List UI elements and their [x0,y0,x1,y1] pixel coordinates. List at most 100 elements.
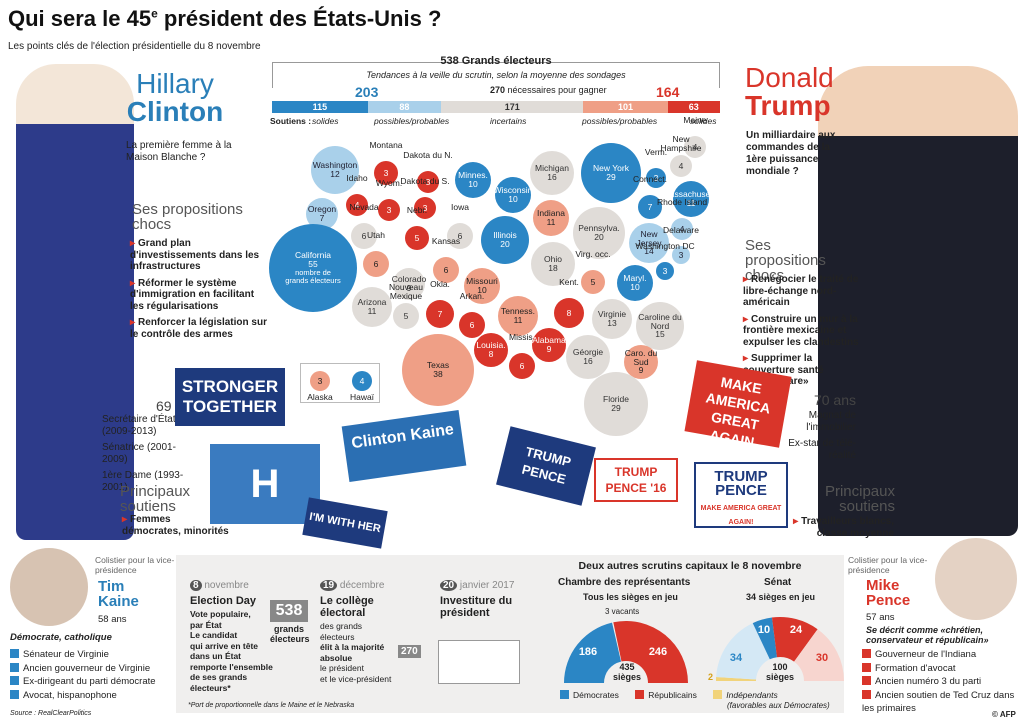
clinton-support: Femmes démocrates, minorités [122,514,232,537]
state-bubble: 4 [352,371,372,391]
clinton-photo [16,64,134,540]
state-bubble: 7 [638,195,662,219]
state-name: Colorado [391,274,427,285]
house-chart: 186 246 [564,621,688,683]
state-value: 10 [468,179,478,189]
state-bubble: 6 [433,257,459,283]
alaska-hawaii-box [300,363,380,403]
state-value: 4 [354,199,360,210]
house-dem-arc [564,622,622,683]
state-extra: nombre de grands électeurs [285,268,341,285]
state-label: Kansas [431,236,461,246]
clinton-props-title: Ses propositions chocs [132,201,243,233]
state-bubble: 6 [363,251,389,277]
state-label: Nouveau Mexique [388,282,424,301]
kaine-photo [10,548,88,626]
state-bubble: Géorgie 16 [566,335,610,379]
afp-credit: © AFP [992,710,1016,719]
state-value: 5 [414,232,420,243]
state-bubble: 6 [351,223,377,249]
kaine-desc: Démocrate, catholique [10,632,112,643]
state-label: Arkan. [459,291,485,301]
state-value: 6 [443,264,449,275]
state-label: Hawaï [349,392,375,402]
state-value: 6 [469,319,475,330]
state-value: 3 [662,265,668,276]
state-value: 5 [403,310,409,321]
state-bubble: Ohio 18 [531,242,575,286]
senate-dem-in: 10 [758,624,770,636]
state-name: Géorgie [572,347,604,358]
state-bubble: 4 [346,194,368,216]
state-bubble: Massachusetts 11 [663,181,719,217]
state-bubble: Indiana 11 [533,200,569,236]
electors-subtitle: Tendances à la veille du scrutin, selon … [366,70,626,80]
senate-arc [716,623,770,680]
senate-arc [716,676,757,681]
trump-name: Donald Trump [745,62,834,121]
clinton-total: 203 [355,84,379,100]
state-value: 9 [406,283,412,293]
state-bubble: Minnes. 10 [455,162,491,198]
state-value: 12 [330,169,340,179]
state-bubble: Caroline du Nord 15 [636,302,684,350]
state-bubble: Alabama 9 [532,328,566,362]
state-bubble: 6 [459,312,485,338]
electors-title: 538 Grands électeurs [440,55,552,67]
state-name: Pennsylva. [578,223,620,234]
clinton-tagline: La première femme à la Maison Blanche ? [126,140,232,163]
state-name: Washington [312,160,358,171]
state-label: Rhode Island [656,197,708,207]
sign-hillary-logo: H [210,444,320,524]
state-label: Utah [367,230,385,240]
state-bubble: 3 [646,168,666,188]
state-label: Maine [683,115,707,125]
state-name: Louisia. [476,340,506,351]
state-label: Montana [369,140,403,150]
pence-list: Gouverneur de l'Indiana Formation d'avoc… [862,649,1015,714]
state-bubble: 3 [310,371,330,391]
state-value: 16 [583,356,593,366]
state-bubble: 4 [671,218,693,240]
state-label: Verm. [644,147,668,157]
clinton-name: Hillary Clinton [126,68,224,127]
state-bubble: Louisia. 8 [474,333,508,367]
state-label: Virg. occ. [575,249,611,259]
state-value: 3 [383,167,389,178]
state-name: Caroline du Nord [638,311,682,331]
sign-stronger-together: STRONGER TOGETHER [175,368,285,426]
senate-chart: 34 10 24 30 [716,617,844,681]
state-label: Okla. [430,279,450,289]
state-bubble: 5 [405,226,429,250]
state-value: 9 [546,344,552,354]
state-value: 10 [630,282,640,292]
state-value: 11 [513,315,523,325]
sign-clinton-kaine: Clinton Kaine [341,410,467,482]
state-name: Oregon [307,204,337,215]
state-value: 6 [361,230,367,241]
timeline-step-1: 8 novembre Election Day Vote populaire, p… [190,580,273,693]
senate-total: 100 sièges [765,662,795,682]
sign-trump-pence-1: TRUMP PENCE [496,426,596,506]
state-name: Indiana [537,208,565,219]
state-value: 14 [644,246,654,257]
state-value: 10 [477,285,487,295]
needed-value: 270 nécessaires pour gagner [490,85,607,95]
sign-trump-pence-16: TRUMP PENCE '16 [594,458,678,502]
state-label: Alaska [307,392,333,402]
trump-tagline: Un milliardaire aux commandes de la 1ère… [746,130,836,177]
electors-frame [272,62,720,88]
state-bubble: 3 [672,246,690,264]
senate-rep-in: 24 [790,624,803,636]
state-label: Iowa [451,202,469,212]
state-label: Missis. [509,332,535,342]
timeline-panel [176,555,844,713]
sign-trump-pence-2: TRUMP PENCE MAKE AMERICA GREAT AGAIN! [694,462,788,528]
state-bubble: Virginie 13 [592,299,632,339]
state-bubble: 4 [684,136,706,158]
state-bubble: 6 [509,353,535,379]
state-bubble: Colorado 9 [391,268,427,300]
electors-box: 538 grands électeurs [270,600,310,644]
state-value: 6 [373,258,379,269]
state-bubble: 5 [393,303,419,329]
